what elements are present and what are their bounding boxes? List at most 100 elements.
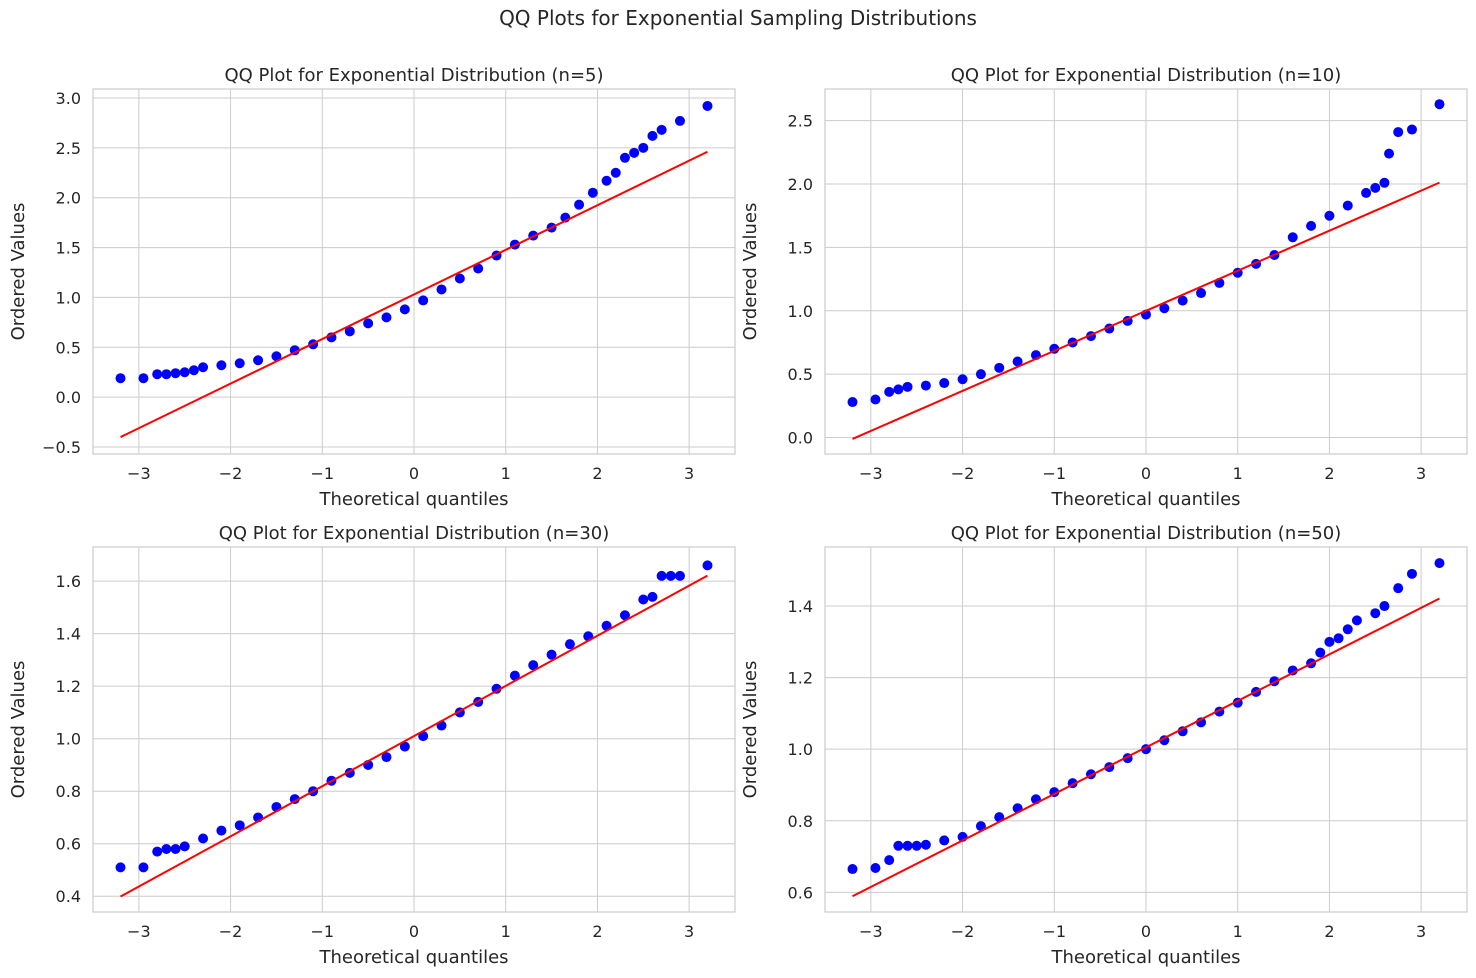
y-tick-label: 0.5 bbox=[788, 365, 813, 384]
data-point bbox=[170, 843, 181, 854]
x-tick-label: 2 bbox=[592, 922, 602, 941]
y-tick-label: −0.5 bbox=[42, 438, 81, 457]
data-point bbox=[546, 649, 557, 660]
y-tick-label: 2.0 bbox=[788, 175, 813, 194]
data-point bbox=[702, 560, 713, 571]
x-tick-label: 2 bbox=[592, 464, 602, 483]
data-point bbox=[1379, 177, 1390, 188]
data-point bbox=[939, 378, 950, 389]
y-tick-label: 0.6 bbox=[788, 883, 813, 902]
axes-frame bbox=[824, 546, 1468, 913]
data-point bbox=[138, 862, 149, 873]
reference-line bbox=[852, 597, 1440, 898]
data-point bbox=[638, 142, 649, 153]
data-point bbox=[234, 820, 245, 831]
data-point bbox=[1393, 583, 1404, 594]
data-point bbox=[344, 326, 355, 337]
subplot-title: QQ Plot for Exponential Distribution (n=… bbox=[219, 523, 610, 544]
data-point bbox=[1384, 148, 1395, 159]
data-point bbox=[939, 835, 950, 846]
data-point bbox=[674, 570, 685, 581]
data-point bbox=[975, 821, 986, 832]
data-point bbox=[1012, 356, 1023, 367]
data-point bbox=[619, 610, 630, 621]
data-point bbox=[418, 295, 429, 306]
data-point bbox=[1342, 624, 1353, 635]
y-tick-label: 1.5 bbox=[56, 239, 81, 258]
data-point bbox=[436, 284, 447, 295]
data-point bbox=[138, 373, 149, 384]
x-tick-label: 1 bbox=[501, 464, 511, 483]
y-tick-label: 1.0 bbox=[788, 740, 813, 759]
data-point bbox=[1177, 726, 1188, 737]
data-point bbox=[619, 152, 630, 163]
x-tick-label: −2 bbox=[951, 464, 975, 483]
data-point bbox=[574, 199, 585, 210]
data-point bbox=[1196, 288, 1207, 299]
y-tick-label: 0.0 bbox=[56, 388, 81, 407]
x-tick-label: 2 bbox=[1324, 464, 1334, 483]
data-point bbox=[1333, 633, 1344, 644]
data-point bbox=[1306, 220, 1317, 231]
x-tick-label: −3 bbox=[859, 922, 883, 941]
data-point bbox=[1315, 647, 1326, 658]
data-point bbox=[1434, 99, 1445, 110]
x-axis-label: Theoretical quantiles bbox=[1050, 489, 1240, 510]
x-tick-label: −2 bbox=[219, 922, 243, 941]
y-tick-label: 2.0 bbox=[56, 189, 81, 208]
data-point bbox=[911, 840, 922, 851]
x-tick-label: 1 bbox=[501, 922, 511, 941]
y-tick-label: 1.4 bbox=[788, 597, 813, 616]
y-tick-label: 1.5 bbox=[788, 238, 813, 257]
y-axis-label: Ordered Values bbox=[740, 203, 761, 341]
reference-line bbox=[120, 574, 708, 898]
data-point bbox=[920, 839, 931, 850]
x-tick-label: −3 bbox=[127, 922, 151, 941]
data-point bbox=[161, 843, 172, 854]
data-point bbox=[509, 670, 520, 681]
data-point bbox=[179, 367, 190, 378]
data-point bbox=[638, 594, 649, 605]
subplot-2: −3 −2 −1 0 1 2 3 0.0 0.5 1.0 1.5 2.0 2.5 QQ Plot for … bbox=[740, 65, 1468, 510]
data-point bbox=[1434, 558, 1445, 569]
x-tick-label: 0 bbox=[1141, 464, 1151, 483]
x-tick-label: 0 bbox=[409, 922, 419, 941]
y-tick-label: 0.6 bbox=[56, 835, 81, 854]
data-point bbox=[161, 369, 172, 380]
data-point bbox=[152, 846, 163, 857]
figure-title: QQ Plots for Exponential Sampling Distri… bbox=[499, 6, 977, 30]
data-point bbox=[647, 130, 658, 141]
x-tick-label: −1 bbox=[310, 922, 334, 941]
data-point bbox=[647, 591, 658, 602]
data-point bbox=[271, 351, 282, 362]
data-point bbox=[975, 369, 986, 380]
data-point bbox=[381, 752, 392, 763]
data-point bbox=[170, 368, 181, 379]
subplot-1: −3 −2 −1 0 1 2 3 −0.5 0.0 0.5 1.0 1.5 2.0 2.5 3.0 QQ Pl… bbox=[8, 65, 736, 510]
data-point bbox=[702, 100, 713, 111]
axes-frame bbox=[824, 88, 1468, 455]
y-tick-label: 1.0 bbox=[56, 730, 81, 749]
x-tick-label: −1 bbox=[1042, 922, 1066, 941]
x-tick-label: 2 bbox=[1324, 922, 1334, 941]
y-tick-label: 1.2 bbox=[56, 677, 81, 696]
data-point bbox=[893, 384, 904, 395]
data-point bbox=[152, 369, 163, 380]
data-point bbox=[884, 386, 895, 397]
data-point bbox=[656, 124, 667, 135]
data-point bbox=[847, 864, 858, 875]
y-tick-label: 0.8 bbox=[56, 782, 81, 801]
x-tick-label: 3 bbox=[1416, 464, 1426, 483]
subplot-title: QQ Plot for Exponential Distribution (n=… bbox=[951, 523, 1342, 544]
x-tick-label: −1 bbox=[310, 464, 334, 483]
data-point bbox=[1324, 210, 1335, 221]
x-tick-label: 1 bbox=[1233, 922, 1243, 941]
data-point bbox=[454, 273, 465, 284]
data-point bbox=[870, 862, 881, 873]
y-axis-label: Ordered Values bbox=[8, 203, 29, 341]
data-point bbox=[870, 394, 881, 405]
reference-line bbox=[852, 181, 1440, 440]
data-point bbox=[253, 355, 264, 366]
data-point bbox=[381, 312, 392, 323]
